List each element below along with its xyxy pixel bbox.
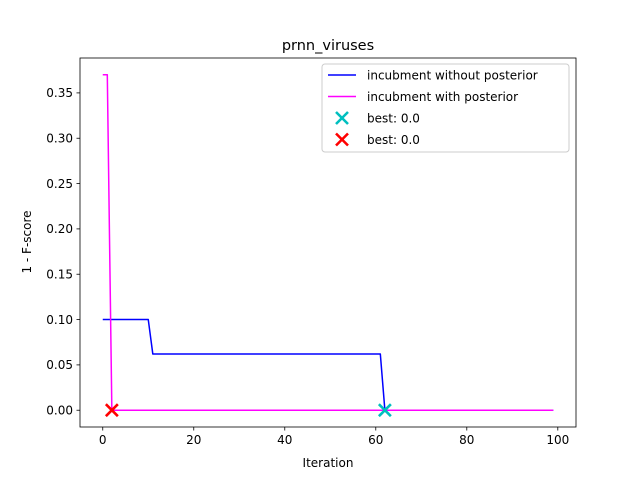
- series-group: [102, 74, 554, 411]
- legend: incubment without posterior incubment wit…: [321, 63, 570, 153]
- legend-label-1: incubment with posterior: [367, 90, 518, 104]
- y-tick-label: 0.30: [46, 132, 73, 146]
- axes-frame: [79, 57, 577, 428]
- legend-box: [321, 63, 570, 153]
- x-tick-label: 40: [277, 433, 292, 447]
- y-axis-label: 1 - F-score: [20, 210, 34, 273]
- y-tick-label: 0.20: [46, 222, 73, 236]
- y-tick-label: 0.15: [46, 268, 73, 282]
- legend-label-0: incubment without posterior: [367, 68, 538, 82]
- best-marker-3: [104, 403, 119, 418]
- best-marker-3-stroke-b: [104, 403, 119, 418]
- legend-marker-2: [335, 111, 349, 125]
- y-tick-label: 0.10: [46, 313, 73, 327]
- x-axis-label: Iteration: [303, 456, 354, 470]
- best-marker-2-stroke-b: [377, 403, 392, 418]
- x-tick-label: 80: [459, 433, 474, 447]
- legend-marker-3-stroke-b: [335, 132, 349, 147]
- x-tick-label: 0: [99, 433, 107, 447]
- best-marker-2: [377, 403, 392, 418]
- chart-title: prnn_viruses: [282, 38, 374, 54]
- plot-area: 0 20 40 60 80 100 0.00 0.05 0.10 0.15 0.20 0.25 0.30…: [46, 57, 577, 447]
- x-tick-label: 100: [546, 433, 569, 447]
- series-line-1: [102, 74, 554, 411]
- y-tick-label: 0.25: [46, 177, 73, 191]
- x-tick-label: 20: [186, 433, 201, 447]
- y-tick-label: 0.35: [46, 86, 73, 100]
- legend-label-2: best: 0.0: [367, 111, 420, 125]
- legend-label-3: best: 0.0: [367, 133, 420, 147]
- y-tick-label: 0.00: [46, 404, 73, 418]
- legend-marker-3: [335, 132, 349, 147]
- y-tick-label: 0.05: [46, 358, 73, 372]
- x-tick-label: 60: [368, 433, 383, 447]
- legend-marker-2-stroke-b: [335, 111, 349, 125]
